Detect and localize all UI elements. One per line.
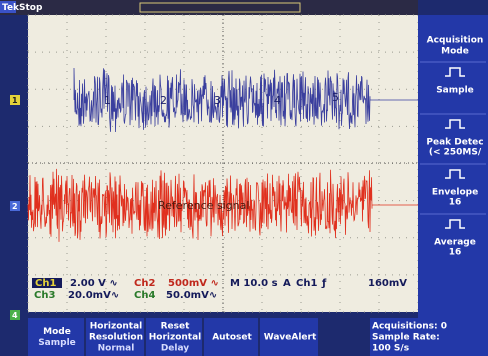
button-title: Autoset	[212, 333, 252, 343]
side-menu-item[interactable]: Sample	[436, 86, 474, 96]
readout: ƒ	[321, 278, 327, 289]
side-menu	[418, 15, 488, 318]
readout: 500mV ∿	[168, 278, 219, 289]
segment-label: 3	[214, 94, 221, 107]
reference-label: Reference signal	[158, 199, 249, 212]
button-value: Sample	[38, 338, 76, 348]
side-menu-sub: 16	[449, 198, 462, 208]
readout: Ch3	[34, 290, 55, 301]
side-menu-item[interactable]: Envelope	[432, 188, 478, 198]
side-menu-item[interactable]: Peak Detec	[426, 138, 483, 148]
button-title: Mode	[43, 327, 71, 337]
ch1-marker-label: 1	[12, 96, 18, 105]
top-bar	[0, 0, 418, 15]
button-title: Resolution	[89, 333, 143, 343]
readout: Ch1	[35, 278, 56, 289]
readout: Ch4	[134, 290, 155, 301]
ch4-marker-label: 4	[12, 311, 18, 320]
segment-label: 4	[274, 94, 281, 107]
side-menu-item[interactable]: Average	[434, 238, 476, 248]
readout: A	[283, 278, 291, 289]
oscilloscope-screen: Tek Stop 1 2 3 4 5 Reference signal 1 2 …	[0, 0, 488, 356]
button-value: Normal	[98, 344, 135, 354]
button-value: Delay	[161, 344, 189, 354]
segment-label: 2	[160, 94, 167, 107]
readout: M 10.0 s	[230, 278, 278, 289]
readout: 2.00 V ∿	[70, 278, 118, 289]
segment-label: 5	[332, 91, 339, 104]
button-title: Horizontal	[149, 333, 202, 343]
ch2-marker-label: 2	[12, 202, 18, 211]
acquisition-info: Sample Rate:	[372, 333, 440, 343]
acquisition-info: Acquisitions: 0	[372, 322, 447, 332]
button-title: WaveAlert	[264, 333, 317, 343]
side-menu-sub: (< 250MS/	[429, 148, 482, 158]
brand: Tek	[2, 3, 20, 13]
segment-label: 1	[104, 94, 111, 107]
readout: 50.0mV∿	[166, 290, 217, 301]
side-menu-title: Mode	[441, 47, 469, 57]
button-title: Horizontal	[90, 322, 143, 332]
side-menu-title: Acquisition	[427, 36, 484, 46]
bottom-button[interactable]	[28, 318, 84, 356]
readout: 20.0mV∿	[68, 290, 119, 301]
status: Stop	[19, 3, 43, 13]
readout: Ch2	[134, 278, 155, 289]
side-menu-sub: 16	[449, 248, 462, 258]
button-title: Reset	[161, 322, 190, 332]
readout: 160mV	[368, 278, 407, 289]
readout: Ch1	[296, 278, 317, 289]
acquisition-info: 100 S/s	[372, 344, 409, 354]
